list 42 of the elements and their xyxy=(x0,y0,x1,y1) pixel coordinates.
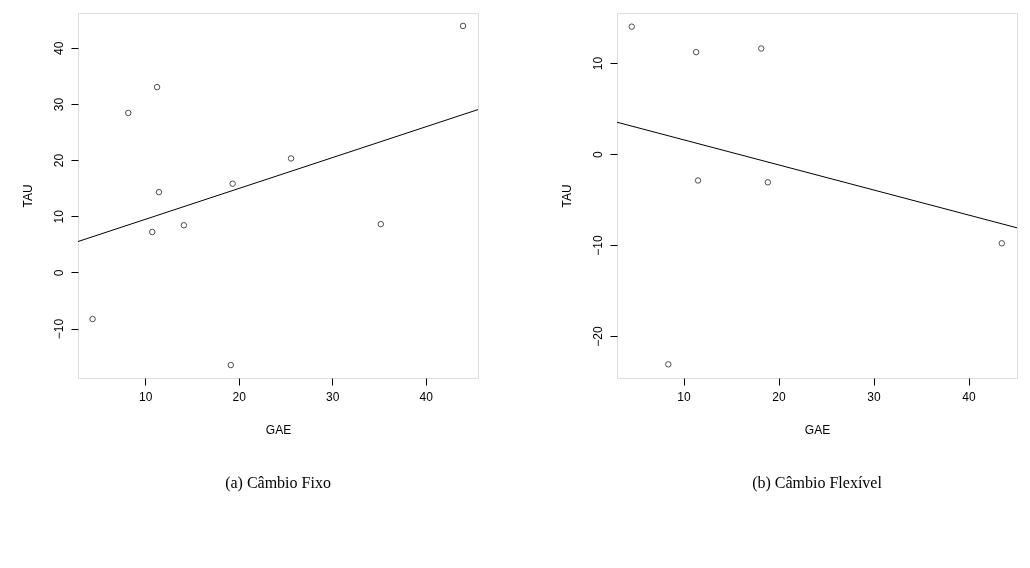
x-tick-label: 30 xyxy=(867,389,882,404)
point xyxy=(180,222,188,229)
y-tick-label: 30 xyxy=(51,97,66,112)
point xyxy=(153,83,161,91)
point xyxy=(665,361,672,368)
point xyxy=(287,155,295,162)
point xyxy=(764,179,772,186)
y-tick-label: 0 xyxy=(590,150,605,158)
x-tick-label: 30 xyxy=(326,389,340,404)
point xyxy=(628,23,635,30)
x-tick-label: 20 xyxy=(232,389,247,404)
y-tick-label: −20 xyxy=(590,326,605,347)
point xyxy=(89,315,96,323)
point xyxy=(227,361,235,369)
y-axis-title: TAU xyxy=(20,184,35,208)
text: (a) Câmbio Fixo xyxy=(225,474,331,492)
x-tick-label: 10 xyxy=(677,389,691,404)
point xyxy=(155,188,163,196)
y-tick-label: −10 xyxy=(51,318,66,340)
y-tick-label: 0 xyxy=(51,269,66,277)
x-tick-label: 20 xyxy=(772,389,787,404)
point xyxy=(149,228,156,236)
point xyxy=(692,48,700,56)
y-axis-title: TAU xyxy=(559,184,574,208)
point xyxy=(125,109,132,117)
x-axis-title: GAE xyxy=(265,422,292,437)
x-tick-label: 10 xyxy=(139,389,153,404)
y-tick-label: −10 xyxy=(590,235,605,256)
point xyxy=(757,45,765,52)
x-tick-label: 40 xyxy=(419,389,434,404)
text: (b) Câmbio Flexível xyxy=(752,474,883,492)
y-tick-label: 20 xyxy=(51,153,66,168)
point xyxy=(998,240,1006,247)
point xyxy=(694,177,702,184)
x-tick-label: 40 xyxy=(962,389,977,404)
point xyxy=(459,22,467,30)
point xyxy=(229,180,236,187)
y-tick-label: 10 xyxy=(590,56,605,71)
point xyxy=(377,220,385,228)
y-tick-label: 40 xyxy=(51,41,66,55)
y-tick-label: 10 xyxy=(51,209,66,224)
x-axis-title: GAE xyxy=(804,422,831,437)
